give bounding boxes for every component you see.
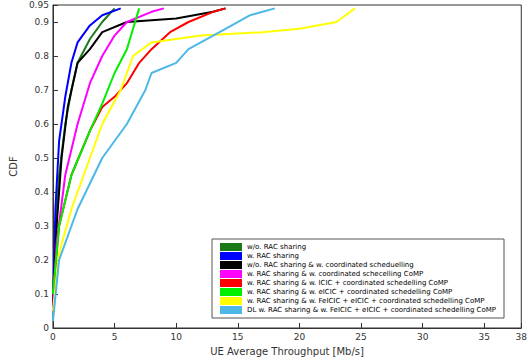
svg-text:10: 10 — [170, 332, 182, 342]
svg-text:0: 0 — [43, 323, 49, 333]
svg-text:0.3: 0.3 — [35, 221, 49, 231]
svg-text:w/o. RAC sharing & w. coordina: w/o. RAC sharing & w. coordinated schedu… — [247, 261, 414, 269]
svg-text:0.4: 0.4 — [35, 187, 50, 197]
svg-text:w. RAC sharing & w. ICIC + coo: w. RAC sharing & w. ICIC + coordinated s… — [247, 279, 448, 287]
svg-text:UE Average Throughput [Mb/s]: UE Average Throughput [Mb/s] — [210, 346, 364, 357]
svg-text:0.8: 0.8 — [35, 51, 50, 61]
svg-text:38: 38 — [516, 332, 528, 342]
svg-text:w. RAC sharing & w. coordinate: w. RAC sharing & w. coordinated schecell… — [247, 270, 423, 278]
svg-text:0.7: 0.7 — [35, 85, 49, 95]
svg-text:0.95: 0.95 — [29, 0, 49, 10]
svg-text:25: 25 — [355, 332, 366, 342]
svg-text:w/o. RAC sharing: w/o. RAC sharing — [247, 243, 306, 251]
svg-text:w. RAC sharing & w. FeICIC + e: w. RAC sharing & w. FeICIC + eICIC + coo… — [247, 297, 484, 305]
svg-text:30: 30 — [417, 332, 429, 342]
svg-text:15: 15 — [232, 332, 243, 342]
svg-text:5: 5 — [112, 332, 118, 342]
svg-text:DL w. RAC sharing & w. FeICIC: DL w. RAC sharing & w. FeICIC + eICIC + … — [247, 306, 496, 314]
svg-text:CDF: CDF — [8, 156, 19, 177]
svg-text:0.1: 0.1 — [35, 289, 49, 299]
svg-text:0: 0 — [50, 332, 56, 342]
svg-text:0.6: 0.6 — [35, 119, 50, 129]
svg-text:w. RAC sharing & w. eICIC + co: w. RAC sharing & w. eICIC + coordinated … — [247, 288, 452, 296]
svg-text:0.2: 0.2 — [35, 255, 49, 265]
svg-text:20: 20 — [294, 332, 306, 342]
svg-text:35: 35 — [479, 332, 490, 342]
svg-text:0.9: 0.9 — [35, 17, 50, 27]
svg-text:w. RAC sharing: w. RAC sharing — [247, 252, 299, 260]
svg-text:0.5: 0.5 — [35, 153, 49, 163]
